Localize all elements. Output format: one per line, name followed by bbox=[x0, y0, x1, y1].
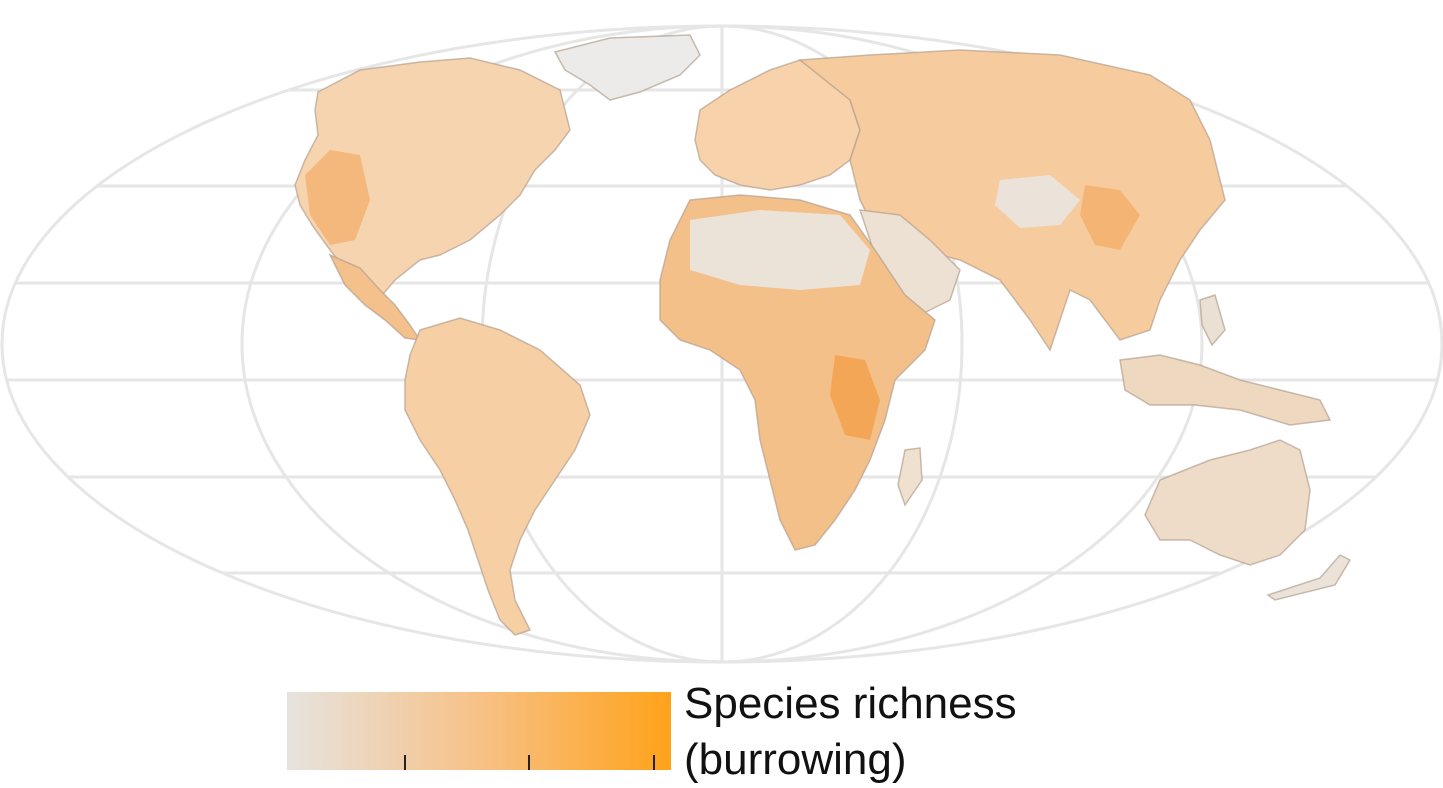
legend-title-line1: Species richness bbox=[684, 679, 1017, 728]
madagascar bbox=[897, 447, 923, 507]
philippines bbox=[1199, 294, 1226, 347]
east-africa-hotspot bbox=[830, 355, 880, 440]
western-us-hotspot bbox=[305, 150, 370, 245]
legend-title: Species richness (burrowing) bbox=[684, 676, 1017, 788]
southeast-asia bbox=[1119, 354, 1332, 426]
north-america bbox=[294, 57, 571, 302]
land-masses bbox=[294, 34, 1352, 636]
legend bbox=[287, 692, 671, 770]
china-hotspot bbox=[1080, 185, 1140, 250]
australia bbox=[1144, 439, 1311, 566]
legend-ticks bbox=[404, 755, 655, 770]
africa bbox=[659, 194, 936, 551]
greenland bbox=[553, 34, 701, 101]
legend-title-line2: (burrowing) bbox=[684, 735, 907, 784]
europe bbox=[694, 59, 861, 191]
south-america bbox=[404, 317, 591, 636]
tibet-low bbox=[995, 175, 1080, 228]
legend-color-bar bbox=[287, 692, 671, 770]
sahara-low bbox=[690, 210, 870, 290]
new-zealand bbox=[1266, 554, 1352, 601]
